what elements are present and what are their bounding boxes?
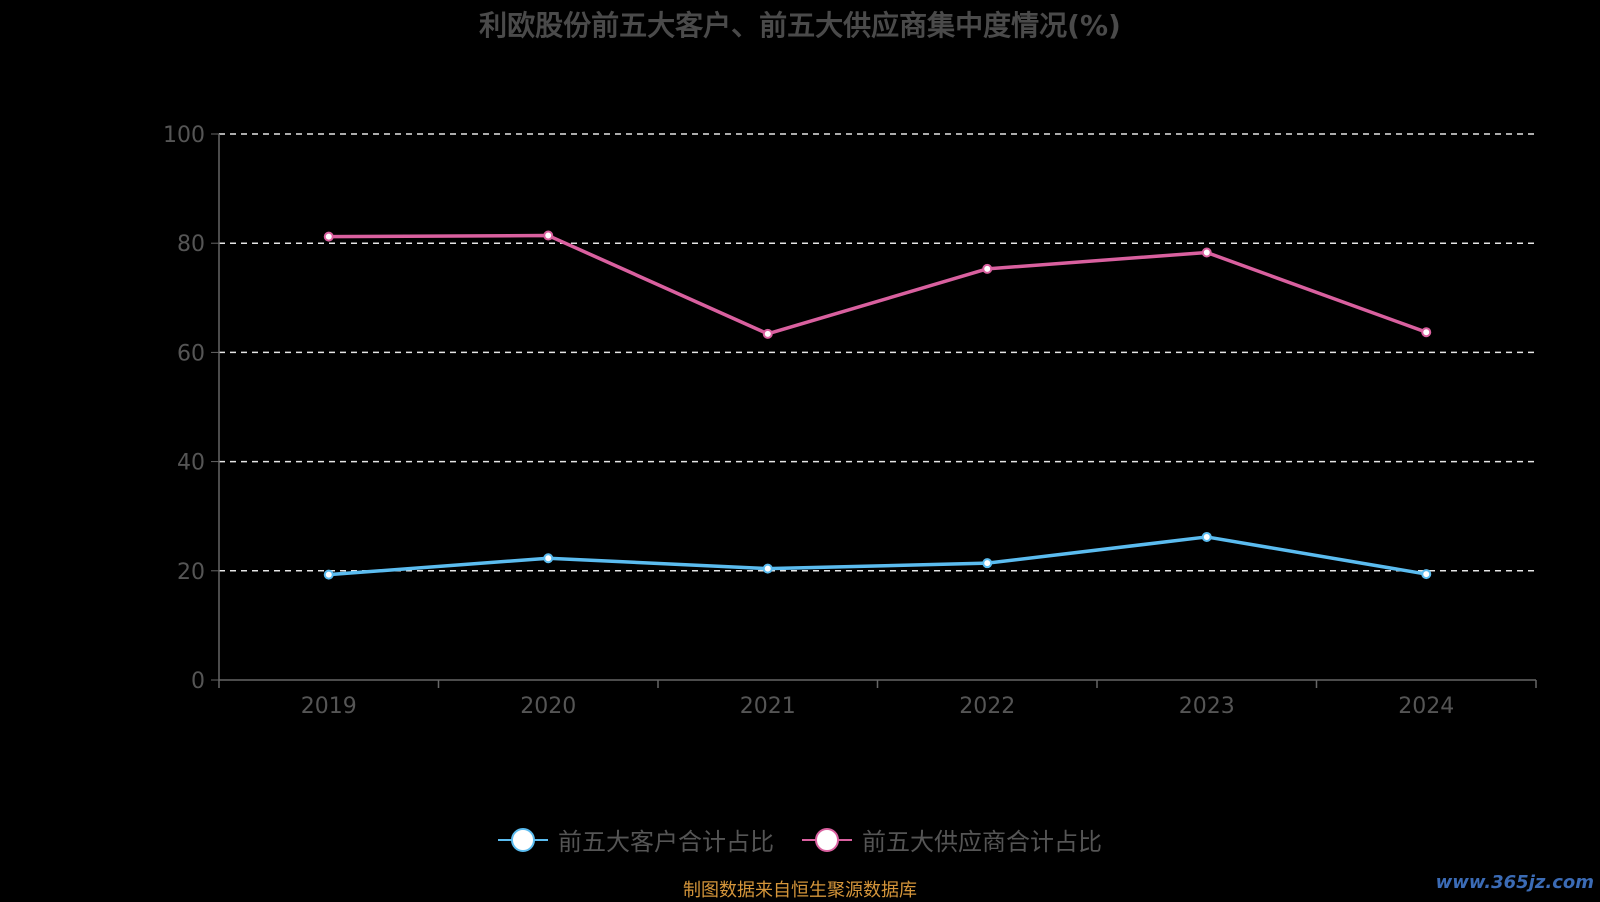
y-tick-label-100: 100 xyxy=(163,123,205,148)
x-tick-label-2019: 2019 xyxy=(301,694,357,719)
series-line-1 xyxy=(328,233,1427,336)
x-tick-label-2022: 2022 xyxy=(959,694,1015,719)
data-point-1-2024 xyxy=(1421,327,1432,338)
legend-swatch-suppliers xyxy=(802,826,852,854)
data-point-0-2024 xyxy=(1421,569,1432,580)
data-point-0-2022 xyxy=(982,558,993,569)
data-point-1-2023 xyxy=(1201,247,1212,258)
series xyxy=(323,230,1432,580)
data-point-0-2019 xyxy=(323,569,334,580)
legend-label-suppliers: 前五大供应商合计占比 xyxy=(862,828,1102,856)
x-tick-label-2023: 2023 xyxy=(1179,694,1235,719)
source-note: 制图数据来自恒生聚源数据库 xyxy=(683,880,917,901)
data-point-1-2019 xyxy=(323,231,334,242)
watermark: www.365jz.com xyxy=(1435,872,1594,893)
y-tick-label-60: 60 xyxy=(177,341,205,366)
series-line-0 xyxy=(328,535,1427,577)
data-point-1-2020 xyxy=(543,230,554,241)
data-point-1-2021 xyxy=(762,328,773,339)
x-tick-label-2020: 2020 xyxy=(520,694,576,719)
legend-item-customers[interactable]: 前五大客户合计占比 xyxy=(498,822,774,857)
data-point-0-2023 xyxy=(1201,531,1212,542)
data-point-0-2020 xyxy=(543,553,554,564)
y-tick-label-40: 40 xyxy=(177,451,205,476)
gridlines xyxy=(219,133,1536,572)
y-tick-label-80: 80 xyxy=(177,232,205,257)
x-tick-label-2021: 2021 xyxy=(740,694,796,719)
data-point-1-2022 xyxy=(982,263,993,274)
legend-item-suppliers[interactable]: 前五大供应商合计占比 xyxy=(802,822,1102,857)
y-tick-label-20: 20 xyxy=(177,560,205,585)
x-tick-label-2024: 2024 xyxy=(1398,694,1454,719)
chart-title: 利欧股份前五大客户、前五大供应商集中度情况(%) xyxy=(479,9,1121,42)
axes: 0 20 40 60 80 100 2019 2020 2021 2022 2023 2024 xyxy=(163,123,1537,719)
y-tick-label-0: 0 xyxy=(191,669,205,694)
legend-label-customers: 前五大客户合计占比 xyxy=(558,828,774,856)
legend: 前五大客户合计占比 前五大供应商合计占比 xyxy=(0,822,1600,857)
legend-swatch-customers xyxy=(498,826,548,854)
data-point-0-2021 xyxy=(762,563,773,574)
